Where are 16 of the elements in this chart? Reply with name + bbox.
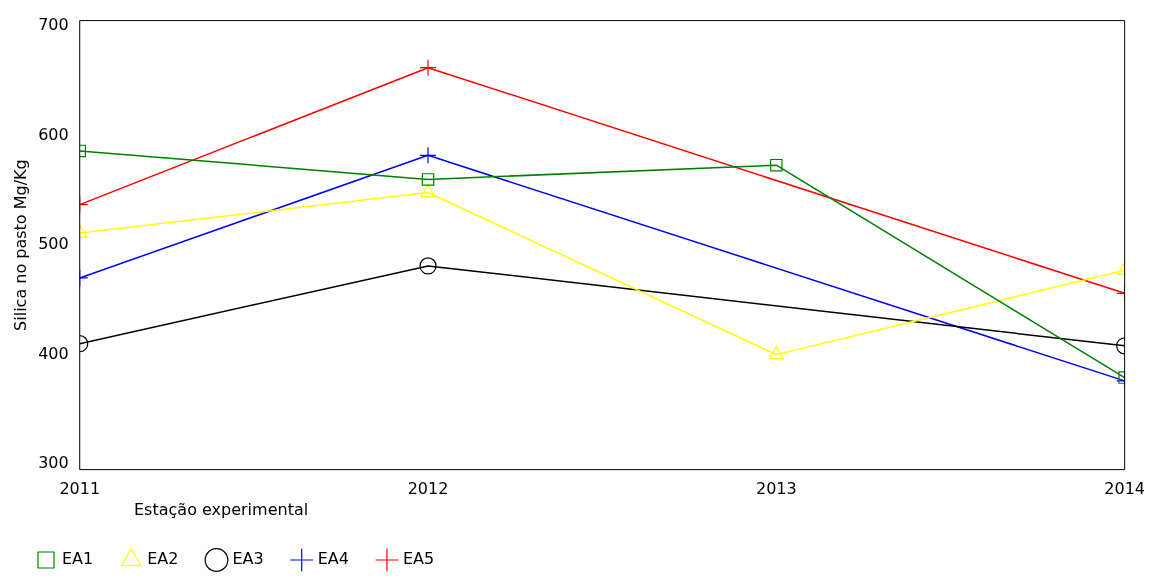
x-tick-label: 2013: [755, 479, 797, 499]
legend-title: Estação experimental: [134, 499, 309, 519]
x-tick-label: 2011: [59, 479, 101, 499]
legend-label: EA2: [147, 549, 179, 569]
legend-label: EA1: [62, 549, 94, 569]
y-tick-label: 700: [38, 15, 69, 35]
legend-label: EA5: [402, 549, 435, 569]
legend-label: EA4: [317, 549, 349, 569]
y-tick-label: 300: [38, 453, 69, 473]
x-tick-label: 2014: [1104, 479, 1145, 499]
y-tick-label: 600: [38, 124, 69, 144]
legend-label: EA3: [232, 549, 264, 569]
y-axis-title: Silica no pasto Mg/Kg: [10, 159, 30, 331]
y-tick-label: 400: [38, 343, 69, 363]
x-tick-label: 2012: [407, 479, 449, 499]
y-tick-label: 500: [38, 234, 69, 254]
